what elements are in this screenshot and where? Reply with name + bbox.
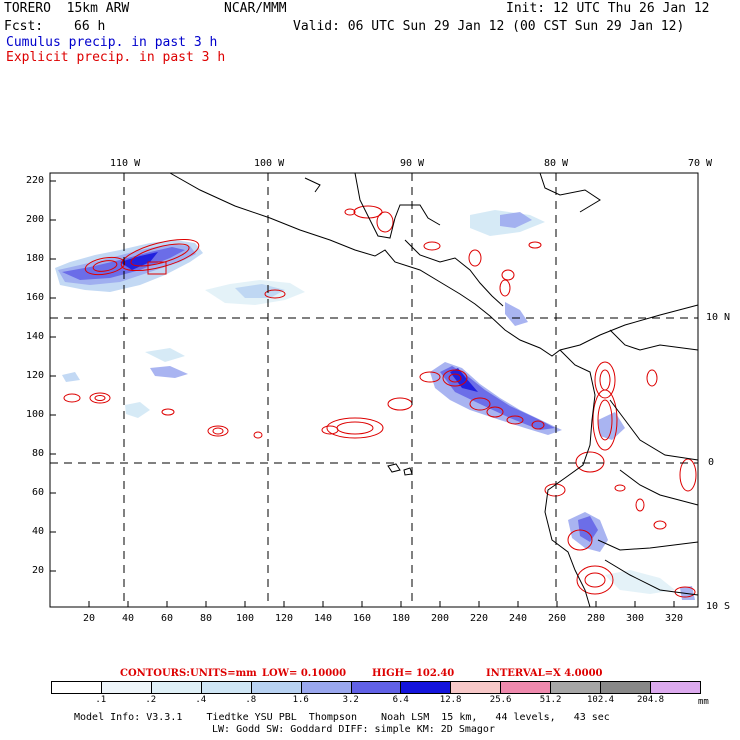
y-label: 220 (26, 175, 45, 186)
colorbar-segment (301, 682, 352, 693)
colorbar-segment (651, 682, 700, 693)
coastlines (169, 172, 699, 608)
colorbar-segment (101, 682, 152, 693)
lat-label-0: 0 (708, 457, 715, 468)
x-label: 240 (509, 613, 528, 624)
lon-label-90w: 90 W (400, 158, 425, 169)
x-label: 80 (200, 613, 213, 624)
latlon-grid (50, 173, 698, 607)
y-label: 20 (32, 565, 45, 576)
colorbar-label: .1 (95, 695, 107, 705)
center-name: NCAR/MMM (224, 1, 287, 16)
contour-units: UNITS=mm (190, 668, 257, 679)
model-info-line: Model Info: V3.3.1 Tiedtke YSU PBL Thomp… (74, 712, 610, 723)
colorbar-label: .4 (195, 695, 207, 705)
y-label: 120 (26, 370, 45, 381)
colorbar-segment (501, 682, 552, 693)
colorbar-segment (401, 682, 452, 693)
colorbar-label: 1.6 (292, 695, 309, 705)
colorbar-label: 3.2 (342, 695, 359, 705)
lon-label-80w: 80 W (544, 158, 569, 169)
x-label: 180 (392, 613, 411, 624)
x-label: 200 (431, 613, 450, 624)
colorbar-segment (201, 682, 252, 693)
lat-label-10s: 10 S (706, 601, 731, 612)
colorbar-segment (52, 682, 102, 693)
lon-label-70w: 70 W (688, 158, 713, 169)
contour-interval: INTERVAL=X 4.0000 (486, 668, 603, 679)
colorbar-label: 6.4 (392, 695, 409, 705)
lat-label-10n: 10 N (706, 312, 731, 323)
lon-label-110w: 110 W (110, 158, 141, 169)
colorbar-segment (551, 682, 602, 693)
colorbar-label: 102.4 (587, 695, 615, 705)
x-label: 320 (665, 613, 684, 624)
forecast-hours: 66 h (74, 19, 106, 34)
contour-high: HIGH= 102.40 (372, 668, 455, 679)
colorbar-unit: mm (698, 697, 709, 707)
lon-label-100w: 100 W (254, 158, 285, 169)
y-label: 180 (26, 253, 45, 264)
colorbar-label: 204.8 (637, 695, 665, 705)
explicit-precip-line: Explicit precip. in past 3 h (6, 50, 226, 65)
colorbar-label: .2 (145, 695, 157, 705)
colorbar-label: .8 (245, 695, 257, 705)
y-label: 100 (26, 409, 45, 420)
x-label: 120 (275, 613, 294, 624)
x-label: 160 (353, 613, 372, 624)
colorbar-segment (351, 682, 402, 693)
x-label: 300 (626, 613, 645, 624)
forecast-label: Fcst: (4, 19, 44, 34)
x-label: 40 (122, 613, 135, 624)
colorbar-segment (151, 682, 202, 693)
x-label: 100 (236, 613, 255, 624)
y-label: 140 (26, 331, 45, 342)
colorbar-label: 12.8 (439, 695, 462, 705)
colorbar-segment (601, 682, 652, 693)
colorbar-segment (451, 682, 502, 693)
x-label: 280 (587, 613, 606, 624)
colorbar-segment (251, 682, 302, 693)
y-label: 80 (32, 448, 45, 459)
colorbar-label: 51.2 (539, 695, 562, 705)
physics-info-line: LW: Godd SW: Goddard DIFF: simple KM: 2D… (212, 724, 495, 735)
x-label: 140 (314, 613, 333, 624)
y-label: 60 (32, 487, 45, 498)
init-time: Init: 12 UTC Thu 26 Jan 12 (506, 1, 710, 16)
colorbar-labels: .1 .2 .4 .8 1.6 3.2 6.4 12.8 25.6 51.2 102.4 204.8 (51, 695, 701, 707)
colorbar (51, 681, 701, 694)
x-label: 20 (83, 613, 96, 624)
x-label: 260 (548, 613, 567, 624)
y-label: 40 (32, 526, 45, 537)
x-label: 220 (470, 613, 489, 624)
contour-low: LOW= 0.10000 (262, 668, 347, 679)
axis-ticks (50, 180, 675, 607)
model-title: TORERO 15km ARW (4, 1, 130, 16)
explicit-precip-contours (63, 205, 697, 598)
y-label: 160 (26, 292, 45, 303)
contour-label: CONTOURS: (120, 668, 190, 679)
y-label: 200 (26, 214, 45, 225)
cumulus-precip-line: Cumulus precip. in past 3 h (6, 35, 218, 50)
colorbar-label: 25.6 (489, 695, 512, 705)
valid-time: Valid: 06 UTC Sun 29 Jan 12 (00 CST Sun … (293, 19, 685, 34)
x-label: 60 (161, 613, 174, 624)
